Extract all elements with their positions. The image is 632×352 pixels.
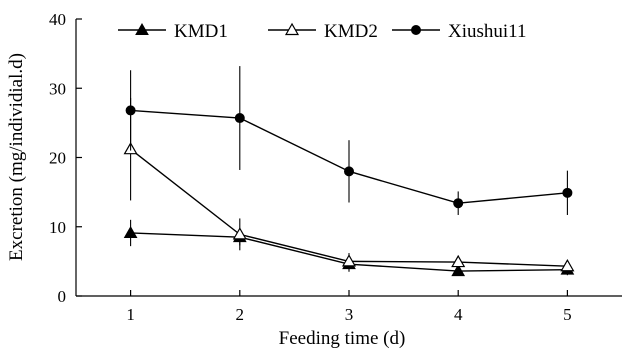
legend: KMD1 KMD2 Xiushui11	[118, 21, 526, 42]
series-xiushui11	[125, 66, 573, 215]
y-tick-label: 40	[49, 10, 66, 29]
x-tick-label: 2	[236, 305, 245, 324]
legend-marker	[135, 22, 149, 35]
data-point	[234, 113, 245, 124]
legend-item: KMD1	[118, 21, 228, 42]
data-point	[560, 259, 575, 272]
data-point	[341, 254, 357, 267]
data-point	[562, 187, 573, 198]
data-point	[453, 198, 464, 209]
legend-label: Xiushui11	[448, 21, 526, 42]
x-tick-label: 4	[454, 305, 463, 324]
data-point	[451, 254, 466, 268]
legend-marker	[411, 25, 421, 35]
y-tick-label: 30	[49, 79, 66, 98]
x-tick-label: 1	[126, 305, 135, 324]
legend-label: KMD2	[324, 21, 378, 42]
y-axis-title: Excretion (mg/individial.d)	[6, 53, 27, 261]
x-tick-label: 5	[563, 305, 572, 324]
data-point	[123, 225, 138, 238]
x-axis-title: Feeding time (d)	[279, 328, 406, 349]
y-tick-label: 20	[49, 149, 66, 168]
data-point	[344, 166, 354, 177]
data-point	[451, 264, 466, 277]
y-tick-label: 0	[58, 287, 67, 306]
x-tick-label: 3	[345, 305, 354, 324]
data-point	[232, 227, 247, 240]
legend-label: KMD1	[174, 21, 228, 42]
y-tick-label: 10	[49, 218, 66, 237]
plot-area	[123, 66, 575, 277]
legend-item: KMD2	[268, 21, 378, 42]
data-point	[125, 105, 136, 116]
axes: 0 10 20 30 40 1 2 3 4 5	[49, 10, 622, 324]
legend-marker	[284, 22, 300, 36]
legend-item: Xiushui11	[392, 21, 526, 42]
